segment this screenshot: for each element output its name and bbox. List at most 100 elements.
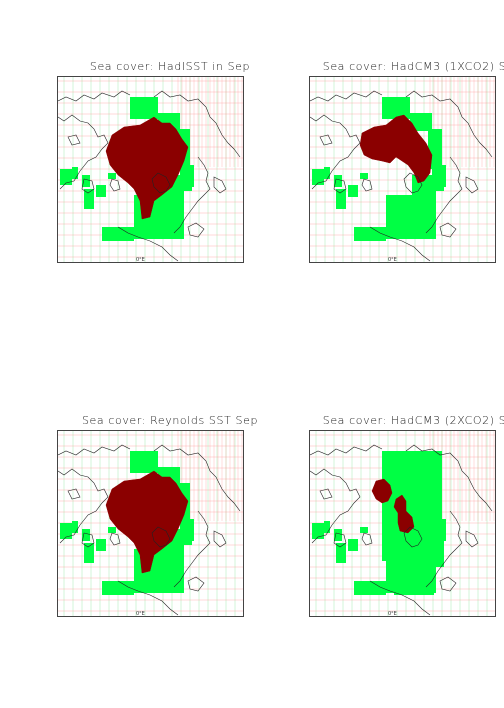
coastline: [439, 576, 457, 592]
open-sea-cell: [102, 581, 134, 595]
sea-ice-extent: [105, 116, 189, 220]
coastline: [213, 176, 227, 194]
open-sea-cell: [324, 167, 330, 179]
sea-ice-extent: [105, 470, 189, 574]
coastline: [319, 488, 333, 500]
coastline: [187, 576, 205, 592]
coastline: [425, 510, 463, 588]
open-sea-cell: [324, 521, 330, 533]
coastline: [333, 532, 347, 548]
coastline: [67, 134, 81, 146]
coastline: [117, 226, 179, 262]
open-sea-cell: [414, 527, 444, 567]
coastline: [109, 532, 121, 546]
tick-label: 0°E: [136, 257, 145, 263]
open-sea-cell: [182, 173, 192, 191]
open-sea-cell: [354, 227, 386, 241]
coastline: [405, 90, 493, 158]
open-sea-cell: [108, 173, 116, 179]
coastline: [153, 444, 241, 512]
coastline: [58, 114, 109, 190]
map-svg: [58, 77, 243, 262]
polar-map: [57, 430, 244, 617]
map-panel-hadisst: Sea cover: HadISST in Sep 0°E: [50, 60, 290, 300]
map-svg: [310, 77, 495, 262]
coastline: [151, 526, 171, 548]
map-svg: [310, 431, 495, 616]
open-sea-cell: [102, 227, 134, 241]
coastline: [81, 178, 95, 194]
open-sea-cell: [182, 527, 192, 545]
coastline: [403, 172, 423, 194]
tick-label: 0°E: [388, 611, 397, 617]
coastline: [310, 468, 361, 544]
coastline: [369, 580, 431, 616]
open-sea-cell: [382, 97, 410, 119]
coastline: [58, 468, 109, 544]
coastline: [333, 178, 347, 194]
open-sea-cell: [72, 167, 78, 179]
open-sea-cell: [96, 185, 106, 197]
open-sea-cell: [348, 185, 358, 197]
coastline: [151, 172, 171, 194]
coastline: [173, 156, 211, 234]
panel-title: Sea cover: HadISST in Sep: [89, 60, 251, 73]
tick-label: 0°E: [388, 257, 397, 263]
open-sea-cell: [84, 189, 94, 209]
coastline: [310, 90, 383, 102]
coastline: [213, 530, 227, 548]
coastline: [109, 178, 121, 192]
coastline: [425, 156, 463, 234]
open-sea-cell: [82, 175, 90, 187]
coastline: [153, 90, 241, 158]
map-panel-hadcm3-2xco2: Sea cover: HadCM3 (2XCO2) Sep 0°E: [302, 414, 504, 654]
map-svg: [58, 431, 243, 616]
coastline: [369, 226, 431, 262]
open-sea-cell: [336, 543, 346, 563]
open-sea-cell: [410, 113, 432, 131]
panel-title: Sea cover: Reynolds SST Sep: [81, 414, 259, 427]
open-sea-cell: [130, 451, 158, 473]
map-panel-hadcm3-1xco2: Sea cover: HadCM3 (1XCO2) Sep 0°E: [302, 60, 504, 300]
map-panel-reynolds: Sea cover: Reynolds SST Sep 0°E: [50, 414, 290, 654]
coastline: [58, 444, 131, 456]
coastline: [465, 176, 479, 194]
polar-map: [309, 76, 496, 263]
polar-map: [57, 76, 244, 263]
open-sea-cell: [82, 529, 90, 541]
coastline: [67, 488, 81, 500]
coastline: [361, 532, 373, 546]
coastline: [58, 90, 131, 102]
coastline: [187, 222, 205, 238]
coastline: [405, 444, 493, 512]
open-sea-cell: [84, 543, 94, 563]
open-sea-cell: [312, 523, 324, 539]
sea-ice-extent: [359, 114, 433, 184]
coastline: [81, 532, 95, 548]
open-sea-cell: [336, 189, 346, 209]
open-sea-cell: [334, 529, 342, 541]
coastline: [465, 530, 479, 548]
open-sea-cell: [386, 195, 436, 239]
panel-title: Sea cover: HadCM3 (2XCO2) Sep: [322, 414, 504, 427]
coastline: [173, 510, 211, 588]
open-sea-cell: [72, 521, 78, 533]
coastline: [310, 114, 361, 190]
open-sea-cell: [360, 173, 368, 179]
open-sea-cell: [348, 539, 358, 551]
coastline: [361, 178, 373, 192]
panel-title: Sea cover: HadCM3 (1XCO2) Sep: [322, 60, 504, 73]
open-sea-cell: [108, 527, 116, 533]
open-sea-cell: [130, 97, 158, 119]
open-sea-cell: [354, 581, 386, 595]
open-sea-cell: [334, 175, 342, 187]
open-sea-cell: [60, 523, 72, 539]
tick-label: 0°E: [136, 611, 145, 617]
sea-ice-extent: [371, 478, 415, 534]
open-sea-cell: [360, 527, 368, 533]
coastline: [403, 526, 423, 548]
polar-map: [309, 430, 496, 617]
coastline: [117, 580, 179, 616]
open-sea-cell: [312, 169, 324, 185]
coastline: [319, 134, 333, 146]
